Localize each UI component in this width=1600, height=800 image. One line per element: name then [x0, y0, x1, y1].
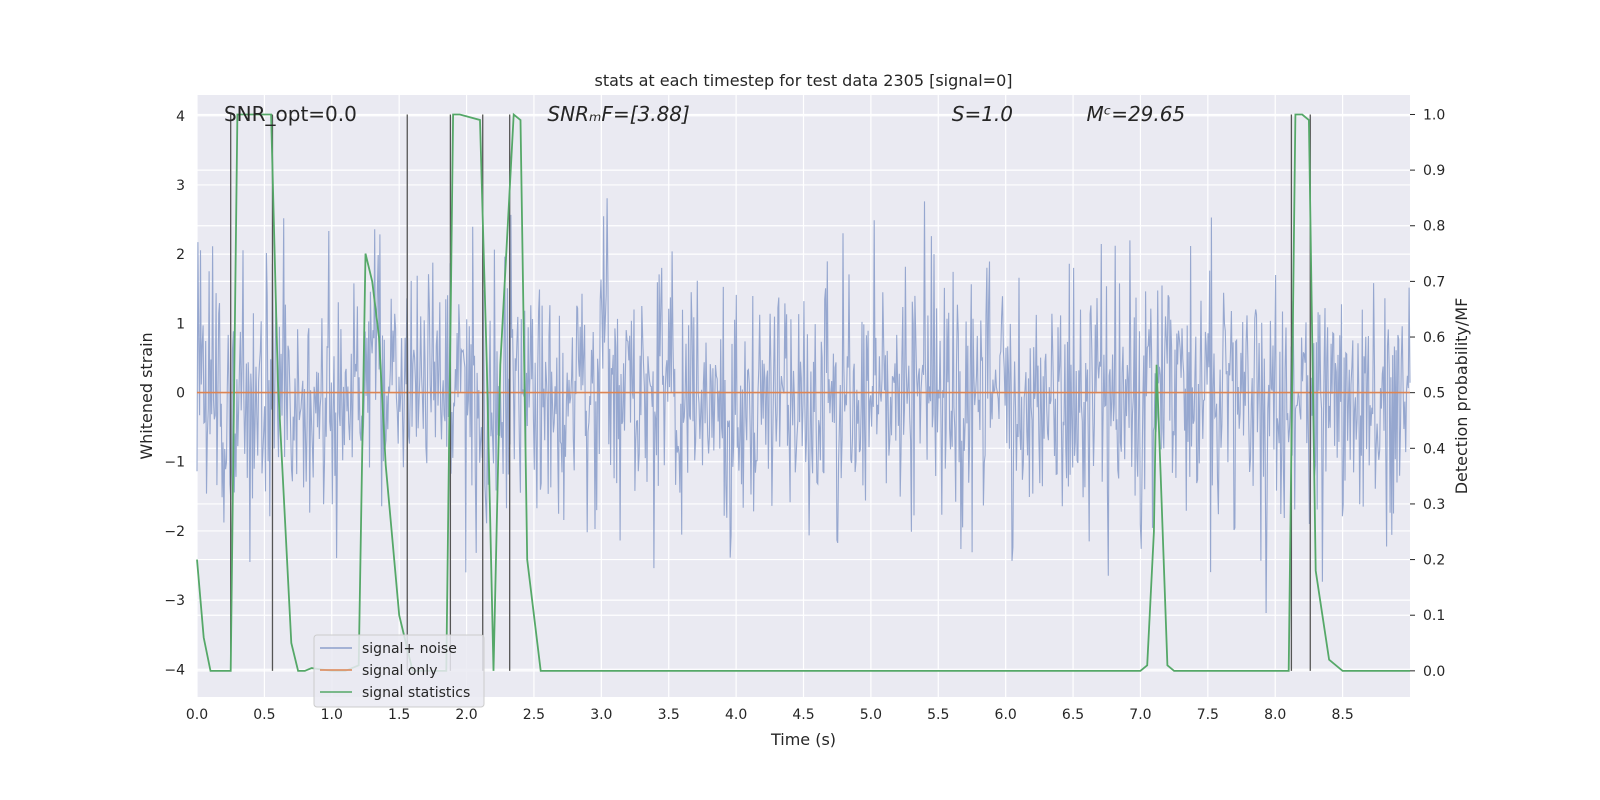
x-tick-label: 2.0	[455, 707, 477, 723]
annotation-mc-value: Mᶜ=29.65	[1087, 102, 1186, 126]
chart-title: stats at each timestep for test data 230…	[594, 71, 1012, 90]
x-tick-label: 5.0	[860, 707, 882, 723]
y2-tick-label: 0.1	[1423, 608, 1445, 624]
x-axis-label: Time (s)	[770, 730, 836, 749]
y-tick-label: −4	[164, 662, 185, 678]
x-tick-label: 3.5	[658, 707, 680, 723]
y2-tick-label: 0.7	[1423, 274, 1445, 290]
x-tick-label: 1.5	[388, 707, 410, 723]
statistics-series	[196, 112, 1410, 672]
statistics-line	[196, 112, 1410, 672]
annotation-snr-mf: SNRₘF=[3.88]	[547, 102, 689, 126]
y2-axis-ticks: 0.0 0.1 0.2 0.3 0.4 0.5 0.6 0.7 0.8 0.9 1.0	[1410, 107, 1445, 680]
y2-tick-label: 1.0	[1423, 107, 1445, 123]
legend: signal+ noise signal only signal statist…	[313, 634, 485, 708]
noise-series	[196, 198, 1411, 614]
y2-tick-label: 0.9	[1423, 163, 1445, 179]
y-tick-label: −1	[164, 455, 185, 471]
y-tick-label: 2	[176, 247, 185, 263]
y-tick-label: 0	[176, 386, 185, 402]
x-tick-label: 8.5	[1331, 707, 1353, 723]
y2-tick-label: 0.8	[1423, 219, 1445, 235]
x-tick-label: 0.5	[253, 707, 275, 723]
noise-line	[196, 198, 1411, 614]
x-tick-label: 6.5	[1062, 707, 1084, 723]
x-tick-label: 2.5	[523, 707, 545, 723]
x-axis-ticks: 0.0 0.5 1.0 1.5 2.0 2.5 3.0 3.5 4.0 4.5 5.0 5.5 6.0 6…	[186, 707, 1354, 723]
x-tick-label: 4.0	[725, 707, 747, 723]
y2-axis-label: Detection probability/MF	[1452, 298, 1471, 495]
annotation-snr-opt: SNR_opt=0.0	[224, 102, 357, 126]
y2-tick-label: 0.6	[1423, 330, 1445, 346]
y2-tick-label: 0.5	[1423, 386, 1445, 402]
y2-tick-label: 0.0	[1423, 664, 1445, 680]
y-tick-label: 1	[176, 316, 185, 332]
y-tick-label: −2	[164, 524, 185, 540]
x-tick-label: 7.5	[1197, 707, 1219, 723]
y2-tick-label: 0.4	[1423, 441, 1445, 457]
y-axis-label: Whitened strain	[137, 332, 156, 459]
legend-label-noise: signal+ noise	[362, 641, 457, 657]
y2-tick-label: 0.3	[1423, 497, 1445, 513]
annotations: SNR_opt=0.0 SNRₘF=[3.88] S=1.0 Mᶜ=29.65	[224, 102, 1185, 126]
annotation-s-value: S=1.0	[952, 102, 1013, 126]
x-tick-label: 0.0	[186, 707, 208, 723]
x-tick-label: 8.0	[1264, 707, 1286, 723]
y-tick-label: −3	[164, 593, 185, 609]
legend-box	[313, 634, 485, 708]
y-tick-label: 3	[176, 178, 185, 194]
x-tick-label: 6.0	[995, 707, 1017, 723]
y-axis-ticks: −4 −3 −2 −1 0 1 2 3 4	[164, 109, 185, 679]
x-tick-label: 5.5	[927, 707, 949, 723]
plot-area	[196, 95, 1411, 697]
x-tick-label: 4.5	[792, 707, 814, 723]
y-tick-label: 4	[176, 109, 185, 125]
legend-label-statistics: signal statistics	[362, 685, 470, 701]
legend-label-signal: signal only	[362, 663, 437, 679]
y2-tick-label: 0.2	[1423, 553, 1445, 569]
x-tick-label: 3.0	[590, 707, 612, 723]
x-tick-label: 1.0	[321, 707, 343, 723]
x-tick-label: 7.0	[1129, 707, 1151, 723]
